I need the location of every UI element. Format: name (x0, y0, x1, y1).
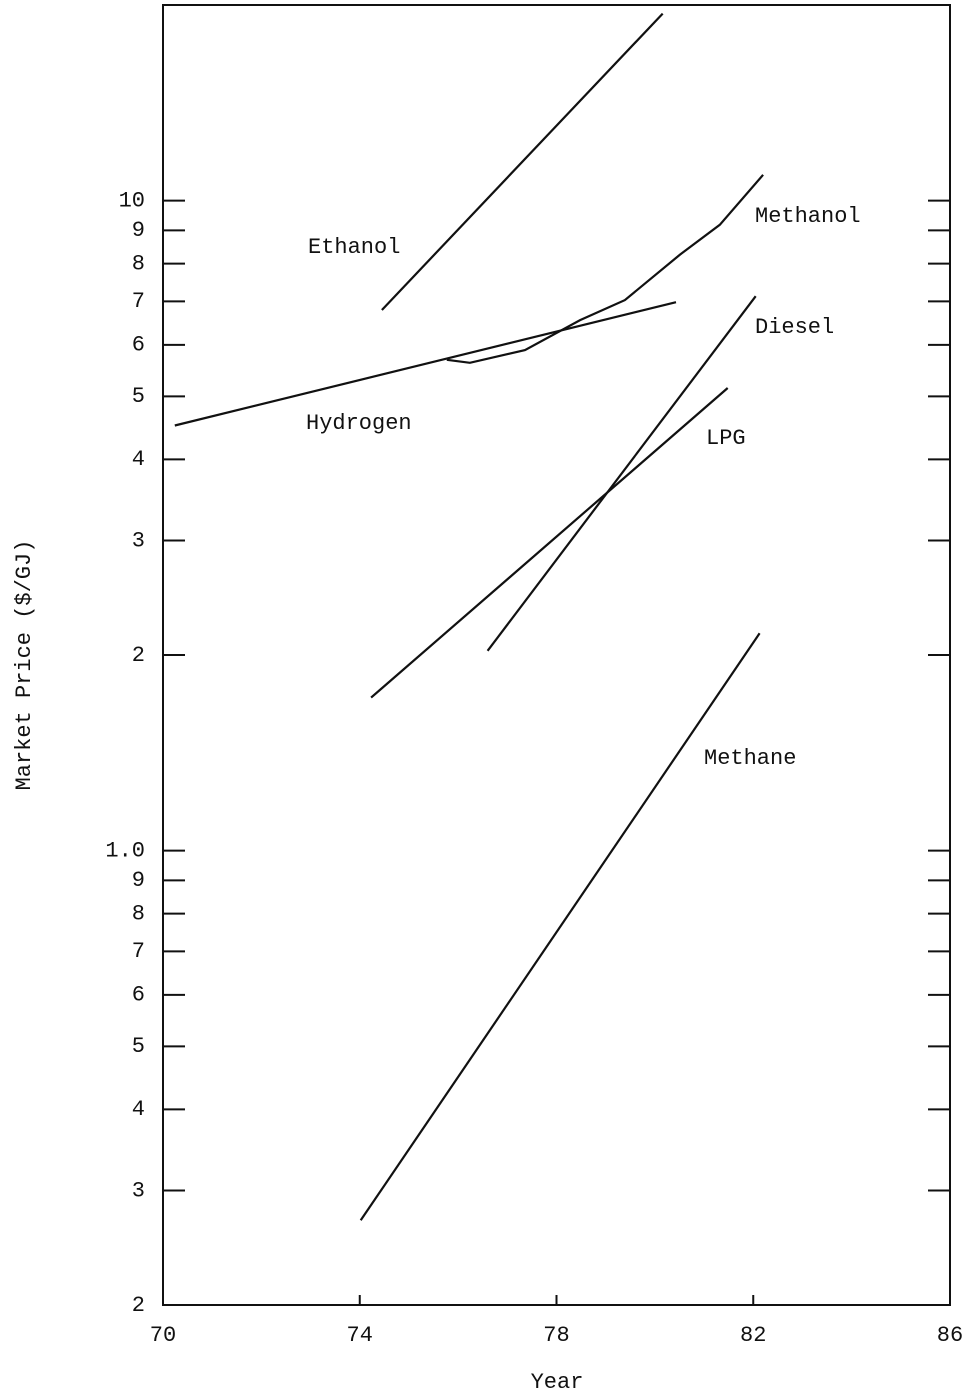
y-tick-label: 1.0 (105, 838, 145, 863)
y-tick-label: 5 (132, 384, 145, 409)
series-line (446, 174, 764, 364)
plot-frame (162, 4, 951, 1306)
series-label: Methanol (755, 204, 861, 229)
x-tick-label: 70 (150, 1323, 176, 1348)
x-tick-label: 82 (740, 1323, 766, 1348)
y-tick-label: 9 (132, 218, 145, 243)
series-line (486, 295, 757, 652)
y-tick-label: 3 (132, 1178, 145, 1203)
y-tick-label: 7 (132, 939, 145, 964)
series-label: Diesel (755, 315, 834, 340)
y-tick-label: 8 (132, 251, 145, 276)
y-tick-label: 9 (132, 868, 145, 893)
series-label: Methane (704, 746, 796, 771)
y-tick-label: 3 (132, 528, 145, 553)
y-axis-label: Market Price ($/GJ) (12, 540, 37, 791)
series-line (174, 301, 677, 427)
series-line (359, 632, 761, 1221)
x-axis-label: Year (531, 1370, 584, 1395)
series-line (381, 12, 664, 311)
y-tick-label: 5 (132, 1034, 145, 1059)
x-tick-label: 78 (543, 1323, 569, 1348)
y-tick-label: 10 (119, 188, 145, 213)
y-tick-label: 6 (132, 333, 145, 358)
series-label: Ethanol (308, 235, 400, 260)
series-line (370, 387, 729, 699)
x-tick-label: 74 (347, 1323, 373, 1348)
y-tick-label: 2 (132, 1293, 145, 1318)
y-tick-label: 2 (132, 643, 145, 668)
y-tick-label: 7 (132, 289, 145, 314)
x-tick-label: 86 (937, 1323, 963, 1348)
series-label: Hydrogen (306, 411, 412, 436)
y-tick-label: 8 (132, 901, 145, 926)
y-tick-label: 4 (132, 447, 145, 472)
series-label: LPG (706, 426, 746, 451)
y-tick-label: 4 (132, 1097, 145, 1122)
y-tick-label: 6 (132, 983, 145, 1008)
